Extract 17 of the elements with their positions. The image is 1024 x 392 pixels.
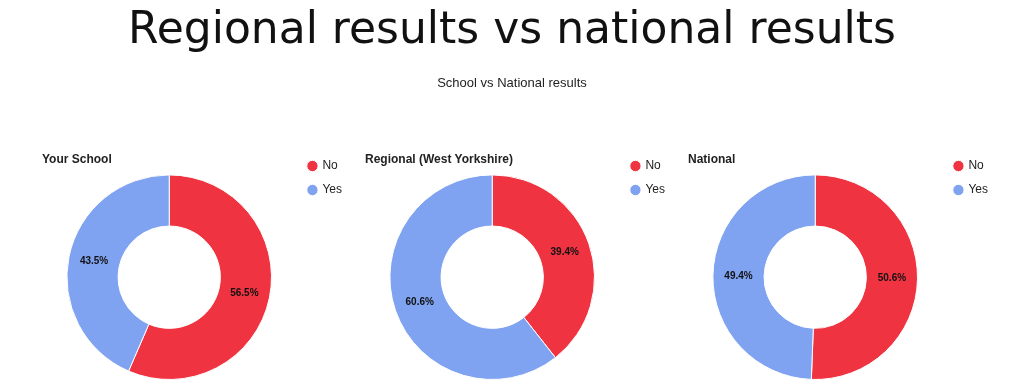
chart-title: Regional (West Yorkshire) <box>365 151 514 166</box>
legend-label: No <box>322 158 339 173</box>
legend-label: Yes <box>968 182 988 197</box>
data-label: 43.5% <box>79 255 109 267</box>
chart-title: National <box>688 151 736 166</box>
legend-label: Yes <box>322 182 342 197</box>
data-label: 39.4% <box>550 245 580 257</box>
data-label: 56.5% <box>230 286 259 298</box>
data-label: 50.6% <box>877 272 907 284</box>
data-label: 60.6% <box>405 296 434 308</box>
legend-label: No <box>645 158 662 173</box>
legend-label: No <box>968 158 985 173</box>
text: School vs National results <box>436 75 588 90</box>
text: Regional results vs national results <box>127 1 897 53</box>
chart-title: Your School <box>42 151 112 166</box>
data-label: 49.4% <box>724 269 753 281</box>
legend-label: Yes <box>645 182 665 197</box>
